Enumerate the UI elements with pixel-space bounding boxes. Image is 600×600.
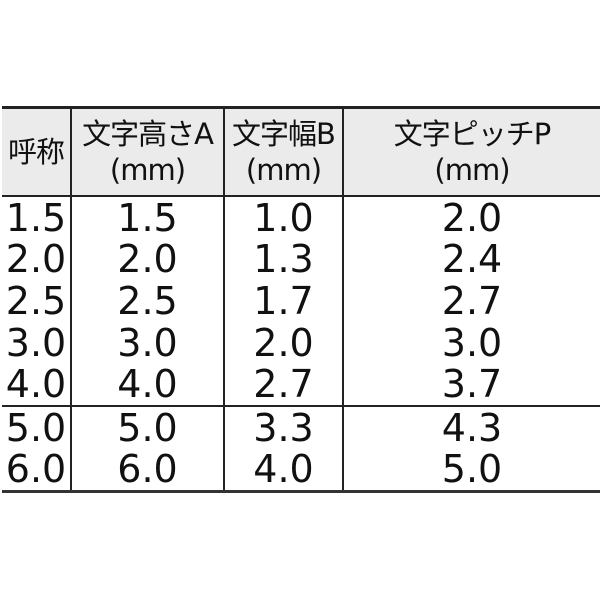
header-unit: (mm) <box>434 153 510 187</box>
table-cell: 1.7 <box>223 280 343 322</box>
table-cell: 3.7 <box>342 363 600 406</box>
header-label: 文字幅B <box>232 117 336 151</box>
table-cell: 2.5 <box>5 278 67 323</box>
table-cell: 1.5 <box>5 195 67 240</box>
table-cell: 4.3 <box>342 405 600 449</box>
table-cell: 5.0 <box>5 405 67 450</box>
header-char-height: 文字高さA (mm) <box>70 107 224 196</box>
table-cell: 4.0 <box>5 362 67 407</box>
table-cell: 5.0 <box>70 405 224 449</box>
table-row: 2.5 2.5 1.7 2.7 <box>2 280 600 322</box>
header-nominal: 呼称 <box>2 108 71 197</box>
table-cell: 6.0 <box>70 448 224 492</box>
table-cell: 4.0 <box>70 363 224 406</box>
table-cell: 2.7 <box>342 280 600 322</box>
table-cell: 3.3 <box>223 405 343 449</box>
table-row: 2.0 2.0 1.3 2.4 <box>2 237 600 282</box>
header-label: 文字高さA <box>82 117 214 151</box>
header-label: 文字ピッチP <box>393 117 552 151</box>
header-unit: (mm) <box>109 153 186 187</box>
table-cell: 2.5 <box>70 280 224 322</box>
table-row: 4.0 4.0 2.7 3.7 <box>2 363 600 406</box>
table-cell: 2.0 <box>70 238 224 281</box>
table-cell: 3.0 <box>342 321 600 364</box>
table-row: 3.0 3.0 2.0 3.0 <box>2 320 600 365</box>
header-char-width: 文字幅B (mm) <box>223 107 343 196</box>
table-row: 1.5 1.5 1.0 2.0 <box>2 196 600 239</box>
table-cell: 6.0 <box>5 447 67 492</box>
table-cell: 2.7 <box>223 363 343 406</box>
table-cell: 2.0 <box>342 196 600 239</box>
table-cell: 2.0 <box>223 321 343 364</box>
table-cell: 4.0 <box>223 448 343 492</box>
table-cell: 1.5 <box>70 196 224 239</box>
table-cell: 2.4 <box>342 238 600 281</box>
table-cell: 1.0 <box>223 196 343 239</box>
table-cell: 5.0 <box>342 448 600 492</box>
table-cell: 2.0 <box>5 237 67 282</box>
header-row: 呼称 文字高さA (mm) 文字幅B (mm) 文字ピッチP (mm) <box>2 107 600 197</box>
table-cell: 3.0 <box>70 321 224 364</box>
header-label: 呼称 <box>7 135 65 169</box>
header-char-pitch: 文字ピッチP (mm) <box>342 107 600 196</box>
table-row: 6.0 6.0 4.0 5.0 <box>2 447 600 492</box>
table-cell: 3.0 <box>5 320 67 365</box>
table-cell: 1.3 <box>223 238 343 281</box>
header-unit: (mm) <box>245 153 322 187</box>
spec-table: 呼称 文字高さA (mm) 文字幅B (mm) 文字ピッチP (mm) 1.5 1.5 1… <box>2 106 600 493</box>
table-row: 5.0 5.0 3.3 4.3 <box>2 405 600 450</box>
